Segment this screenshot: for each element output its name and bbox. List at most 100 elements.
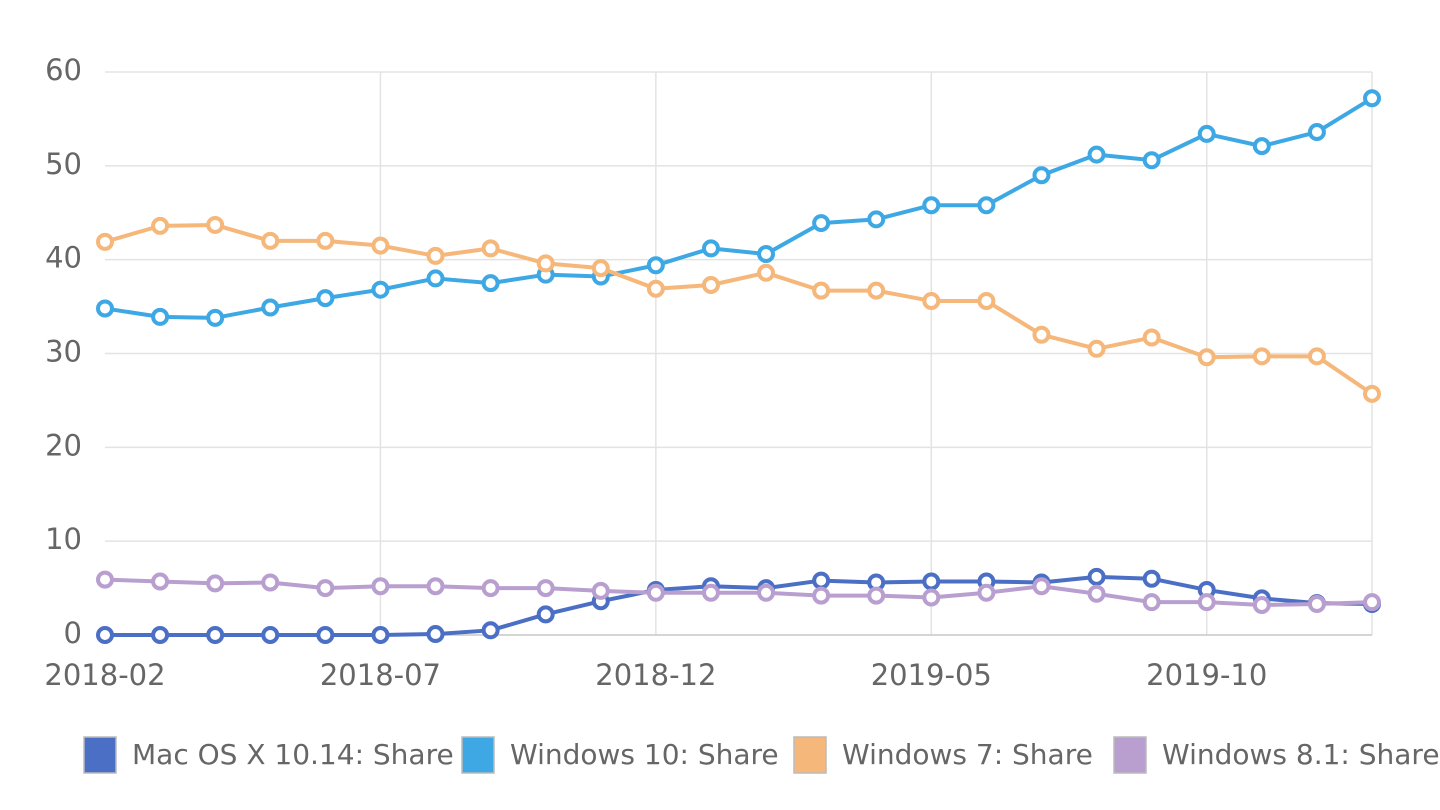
data-point — [536, 579, 555, 598]
data-point — [261, 626, 280, 644]
data-point — [261, 298, 280, 317]
data-point — [1087, 584, 1106, 603]
data-point — [316, 626, 335, 644]
data-point — [481, 239, 500, 258]
data-point — [96, 232, 114, 251]
data-point — [867, 586, 886, 605]
data-point — [812, 586, 831, 605]
y-tick-label: 10 — [45, 522, 82, 556]
data-point — [481, 579, 500, 598]
data-point — [1252, 595, 1271, 614]
data-point — [812, 281, 831, 300]
data-point — [977, 583, 996, 602]
data-point — [1307, 347, 1326, 366]
legend-label: Windows 7: Share — [842, 738, 1093, 771]
y-tick-label: 30 — [45, 335, 82, 369]
data-point — [481, 621, 500, 640]
y-tick-label: 60 — [45, 53, 82, 87]
data-point — [1363, 384, 1381, 403]
data-point — [151, 626, 170, 644]
legend-label: Windows 8.1: Share — [1162, 738, 1440, 771]
x-tick-label: 2019-10 — [1146, 658, 1267, 692]
data-point — [316, 579, 335, 598]
data-point — [316, 289, 335, 308]
data-point — [922, 572, 941, 591]
data-point — [977, 196, 996, 215]
data-point — [206, 308, 225, 327]
data-point — [701, 276, 720, 295]
data-point — [151, 216, 170, 235]
legend-swatch — [793, 736, 827, 774]
data-point — [1032, 577, 1051, 596]
data-point — [261, 573, 280, 592]
y-tick-label: 0 — [64, 616, 82, 650]
data-point — [867, 281, 886, 300]
data-point — [646, 256, 665, 275]
data-point — [371, 236, 390, 255]
series-line — [104, 96, 1374, 320]
data-point — [1197, 348, 1216, 367]
data-point — [922, 291, 941, 310]
data-point — [261, 231, 280, 250]
series-line — [104, 222, 1374, 396]
data-point — [591, 259, 610, 278]
data-point — [591, 581, 610, 600]
y-tick-label: 40 — [45, 241, 82, 275]
data-point — [1087, 567, 1106, 586]
data-point — [206, 574, 225, 593]
data-point — [536, 254, 555, 273]
data-point — [206, 626, 225, 644]
data-point — [1142, 593, 1161, 612]
data-point — [646, 279, 665, 298]
data-point — [646, 583, 665, 602]
data-point — [426, 246, 445, 265]
data-point — [96, 570, 114, 589]
data-point — [1307, 123, 1326, 142]
data-point — [977, 291, 996, 310]
data-point — [1252, 137, 1271, 156]
legend-swatch — [83, 736, 117, 774]
legend-label: Mac OS X 10.14: Share — [132, 738, 454, 771]
data-point — [757, 245, 776, 264]
data-point — [757, 583, 776, 602]
data-point — [1087, 339, 1106, 358]
series-line — [105, 574, 1373, 637]
x-tick-label: 2018-02 — [44, 658, 165, 692]
data-point — [206, 215, 225, 234]
data-point — [701, 239, 720, 258]
data-point — [371, 577, 390, 596]
data-point — [481, 274, 500, 293]
data-point — [1363, 593, 1381, 612]
y-tick-label: 50 — [45, 147, 82, 181]
data-point — [151, 572, 170, 591]
data-point — [96, 299, 114, 318]
data-point — [1197, 593, 1216, 612]
data-point — [1307, 595, 1326, 614]
data-point — [1252, 347, 1271, 366]
data-point — [371, 626, 390, 644]
x-tick-label: 2018-07 — [320, 658, 441, 692]
data-point — [922, 196, 941, 215]
data-point — [1142, 569, 1161, 588]
data-point — [1032, 325, 1051, 344]
series-line — [104, 577, 1373, 607]
data-point — [426, 269, 445, 288]
data-point — [1087, 145, 1106, 164]
data-point — [701, 583, 720, 602]
data-point — [96, 626, 114, 644]
data-point — [1363, 89, 1381, 108]
x-tick-label: 2019-05 — [871, 658, 992, 692]
data-point — [922, 588, 941, 607]
legend-label: Windows 10: Share — [510, 738, 779, 771]
data-point — [812, 571, 831, 590]
data-point — [316, 231, 335, 250]
legend-swatch — [1113, 736, 1147, 774]
legend-swatch — [461, 736, 495, 774]
data-point — [1032, 166, 1051, 185]
data-point — [867, 210, 886, 229]
y-tick-label: 20 — [45, 428, 82, 462]
data-point — [151, 307, 170, 326]
data-point — [757, 263, 776, 282]
data-point — [1197, 124, 1216, 143]
